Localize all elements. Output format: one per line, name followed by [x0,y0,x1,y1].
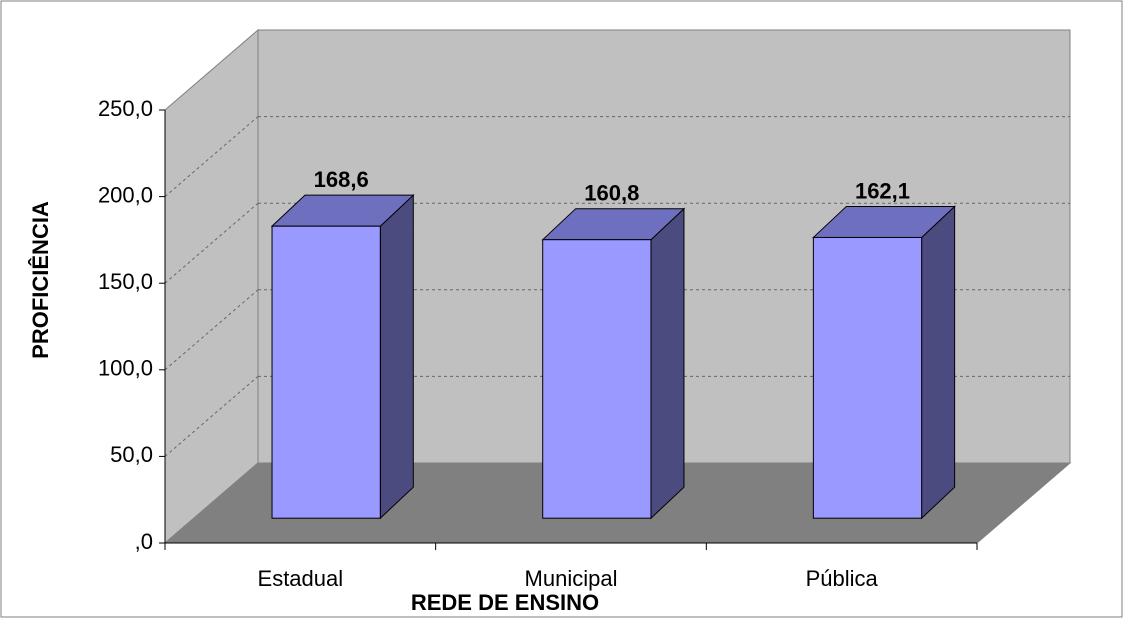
y-tick-label: 100,0 [98,356,153,381]
bar-side [379,194,414,520]
grid-line [164,289,259,371]
bar-side [921,205,956,520]
x-tick-label: Pública [806,566,879,591]
y-tick-label: ,0 [135,529,153,554]
bar [812,236,923,519]
y-tick-label: 150,0 [98,269,153,294]
y-tick-label: 250,0 [98,96,153,121]
x-tick-label: Estadual [258,566,344,591]
y-axis-title: PROFICIÊNCIA [28,201,53,359]
grid-line [164,376,259,457]
y-tick-label: 50,0 [110,442,153,467]
value-label: 162,1 [855,178,910,203]
y-tick-label: 200,0 [98,182,153,207]
value-label: 160,8 [584,181,639,206]
bar [271,225,381,519]
grid-line [164,202,259,284]
x-axis-title: REDE DE ENSINO [411,590,599,615]
x-tick-label: Municipal [525,566,618,591]
grid-line [164,116,259,197]
bar-side [650,207,685,520]
bar [542,239,652,519]
side-wall [164,28,259,545]
value-label: 168,6 [314,167,369,192]
